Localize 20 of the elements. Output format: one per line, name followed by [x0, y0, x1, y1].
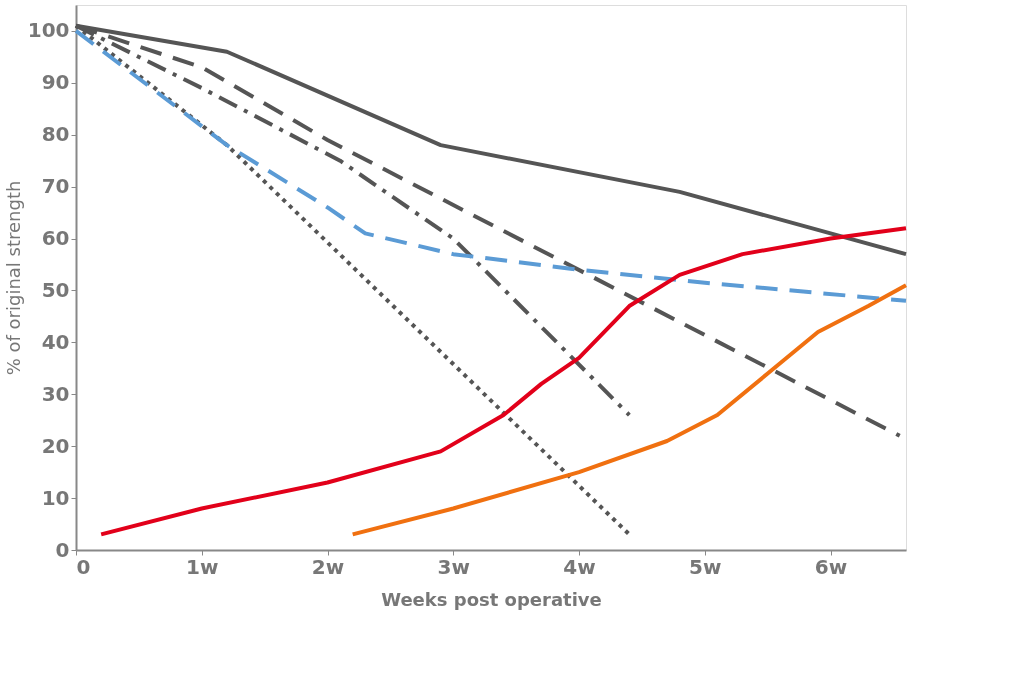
x-tick-label: 3w [437, 554, 470, 579]
y-tick-label: 100 [27, 18, 70, 43]
y-axis-title: % of original strength [2, 180, 24, 376]
y-tick-label: 70 [41, 174, 70, 199]
y-tick-label: 30 [41, 381, 70, 406]
y-tick-label: 0 [55, 537, 70, 562]
y-tick-label: 80 [41, 122, 70, 147]
y-tick-label: 50 [41, 277, 70, 302]
y-tick-label: 40 [41, 329, 70, 354]
y-tick-label: 60 [41, 226, 70, 251]
x-axis-title: Weeks post operative [381, 588, 602, 610]
y-tick-label: 10 [41, 485, 70, 510]
y-tick-label: 20 [41, 433, 70, 458]
x-tick-label: 4w [563, 554, 596, 579]
x-tick-label: 0 [76, 554, 91, 579]
x-tick-label: 2w [311, 554, 345, 579]
x-tick-label: 5w [689, 554, 722, 579]
y-tick-label: 90 [41, 70, 70, 95]
x-tick-label: 6w [814, 554, 848, 579]
x-tick-label: 1w [186, 554, 219, 579]
